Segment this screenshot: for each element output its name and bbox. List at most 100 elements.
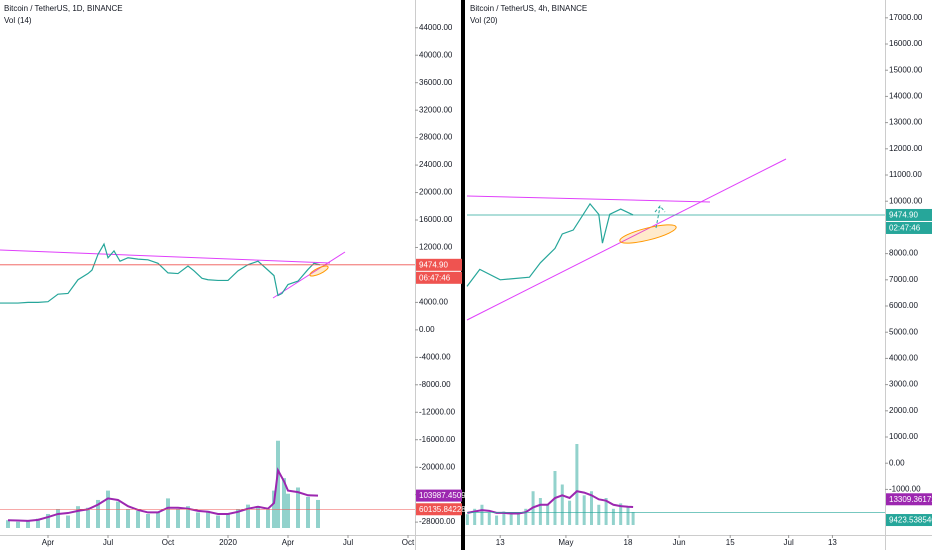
volume-bar: [597, 504, 601, 525]
price-label: 60135.842287: [419, 505, 471, 514]
volume-bar: [516, 512, 520, 525]
y-tick-label: 12000.00: [889, 144, 923, 153]
volume-bar: [216, 515, 220, 528]
divider: [461, 0, 465, 550]
volume-bar: [286, 493, 290, 528]
y-tick-label: -4000.00: [419, 352, 451, 361]
price-line: [466, 202, 634, 287]
price-label: 103987.450913: [419, 491, 475, 500]
volume-bar: [626, 506, 630, 525]
y-tick-label: 14000.00: [889, 92, 923, 101]
trend-line: [272, 251, 346, 299]
x-tick-label: 2020: [219, 538, 237, 547]
y-tick-label: 0.00: [419, 325, 435, 334]
volume-bar: [196, 512, 200, 528]
x-tick-label: Jul: [343, 538, 353, 547]
volume-bar: [575, 444, 579, 525]
trend-line: [466, 158, 787, 321]
volume-bar: [116, 501, 120, 528]
volume-bar: [206, 510, 210, 528]
volume-bar: [487, 512, 491, 525]
volume-bar: [276, 440, 280, 528]
volume-bar: [502, 511, 506, 525]
price-label: 9474.90: [419, 260, 448, 269]
y-tick-label: 8000.00: [889, 249, 918, 258]
price-label: 9423.538546: [889, 516, 932, 525]
x-tick-label: May: [558, 538, 573, 547]
price-label-bg: [416, 271, 462, 284]
y-tick-label: 16000.00: [419, 215, 453, 224]
y-tick-label: 36000.00: [419, 78, 453, 87]
volume-bar: [509, 514, 513, 525]
volume-bar: [146, 513, 150, 528]
x-tick-label: 18: [624, 538, 633, 547]
volume-bar: [86, 507, 90, 528]
volume-bar: [226, 513, 230, 528]
volume-bar: [36, 518, 40, 528]
trend-line: [0, 249, 331, 264]
volume-bar: [611, 508, 615, 525]
arrow: [654, 205, 666, 229]
volume-bar: [96, 499, 100, 528]
chart-title: Bitcoin / TetherUS, 1D, BINANCE: [4, 4, 123, 13]
y-tick-label: 0.00: [889, 458, 905, 467]
price-label-bg: [416, 489, 462, 502]
y-tick-label: 5000.00: [889, 327, 918, 336]
y-tick-label: 16000.00: [889, 39, 923, 48]
y-tick-label: 40000.00: [419, 50, 453, 59]
y-tick-label: 2000.00: [889, 406, 918, 415]
price-label-bg: [416, 258, 462, 271]
chart-title: Bitcoin / TetherUS, 4h, BINANCE: [470, 4, 587, 13]
trend-line: [466, 195, 711, 203]
volume-bar: [126, 509, 130, 528]
volume-bar: [246, 504, 250, 528]
volume-bar: [316, 499, 320, 528]
x-tick-label: 13: [496, 538, 505, 547]
volume-bar: [46, 513, 50, 528]
volume-bar: [473, 508, 477, 525]
y-tick-label: -16000.00: [419, 435, 456, 444]
highlight: [309, 265, 329, 277]
x-tick-label: Jul: [784, 538, 794, 547]
price-label-bg: [886, 514, 932, 527]
y-tick-label: 20000.00: [419, 188, 453, 197]
volume-bar: [631, 512, 635, 525]
price-label-bg: [886, 221, 932, 234]
y-tick-label: -20000.00: [419, 462, 456, 471]
volume-bar: [465, 514, 469, 525]
volume-bar: [56, 509, 60, 528]
volume-bar: [524, 508, 528, 525]
volume-bar: [546, 504, 550, 525]
volume-ma-line: [7, 467, 319, 522]
volume-bar: [136, 510, 140, 528]
y-tick-label: 28000.00: [419, 133, 453, 142]
volume-bar: [282, 478, 286, 528]
x-tick-label: Oct: [402, 538, 415, 547]
chart-subtitle: Vol (20): [470, 16, 498, 25]
y-tick-label: -1000.00: [889, 485, 921, 494]
x-tick-label: Apr: [42, 538, 55, 547]
y-tick-label: 13000.00: [889, 118, 923, 127]
y-tick-label: -8000.00: [419, 380, 451, 389]
y-tick-label: 32000.00: [419, 105, 453, 114]
price-label-bg: [416, 503, 462, 516]
x-tick-label: Jun: [673, 538, 686, 547]
volume-bar: [6, 520, 10, 528]
volume-bar: [495, 515, 499, 525]
y-tick-label: 4000.00: [889, 354, 918, 363]
volume-bar: [26, 521, 30, 528]
price-label: 06:47:46: [419, 273, 451, 282]
x-tick-label: Apr: [282, 538, 295, 547]
volume-bar: [619, 503, 623, 525]
volume-bar: [480, 504, 484, 525]
volume-bar: [186, 506, 190, 528]
highlight: [619, 224, 677, 244]
y-tick-label: 11000.00: [889, 170, 922, 179]
x-tick-label: Jul: [103, 538, 113, 547]
y-tick-label: 3000.00: [889, 380, 918, 389]
y-tick-label: 12000.00: [419, 243, 453, 252]
y-tick-label: 24000.00: [419, 160, 453, 169]
volume-bar: [256, 506, 260, 528]
price-label: 02:47:46: [889, 224, 921, 233]
